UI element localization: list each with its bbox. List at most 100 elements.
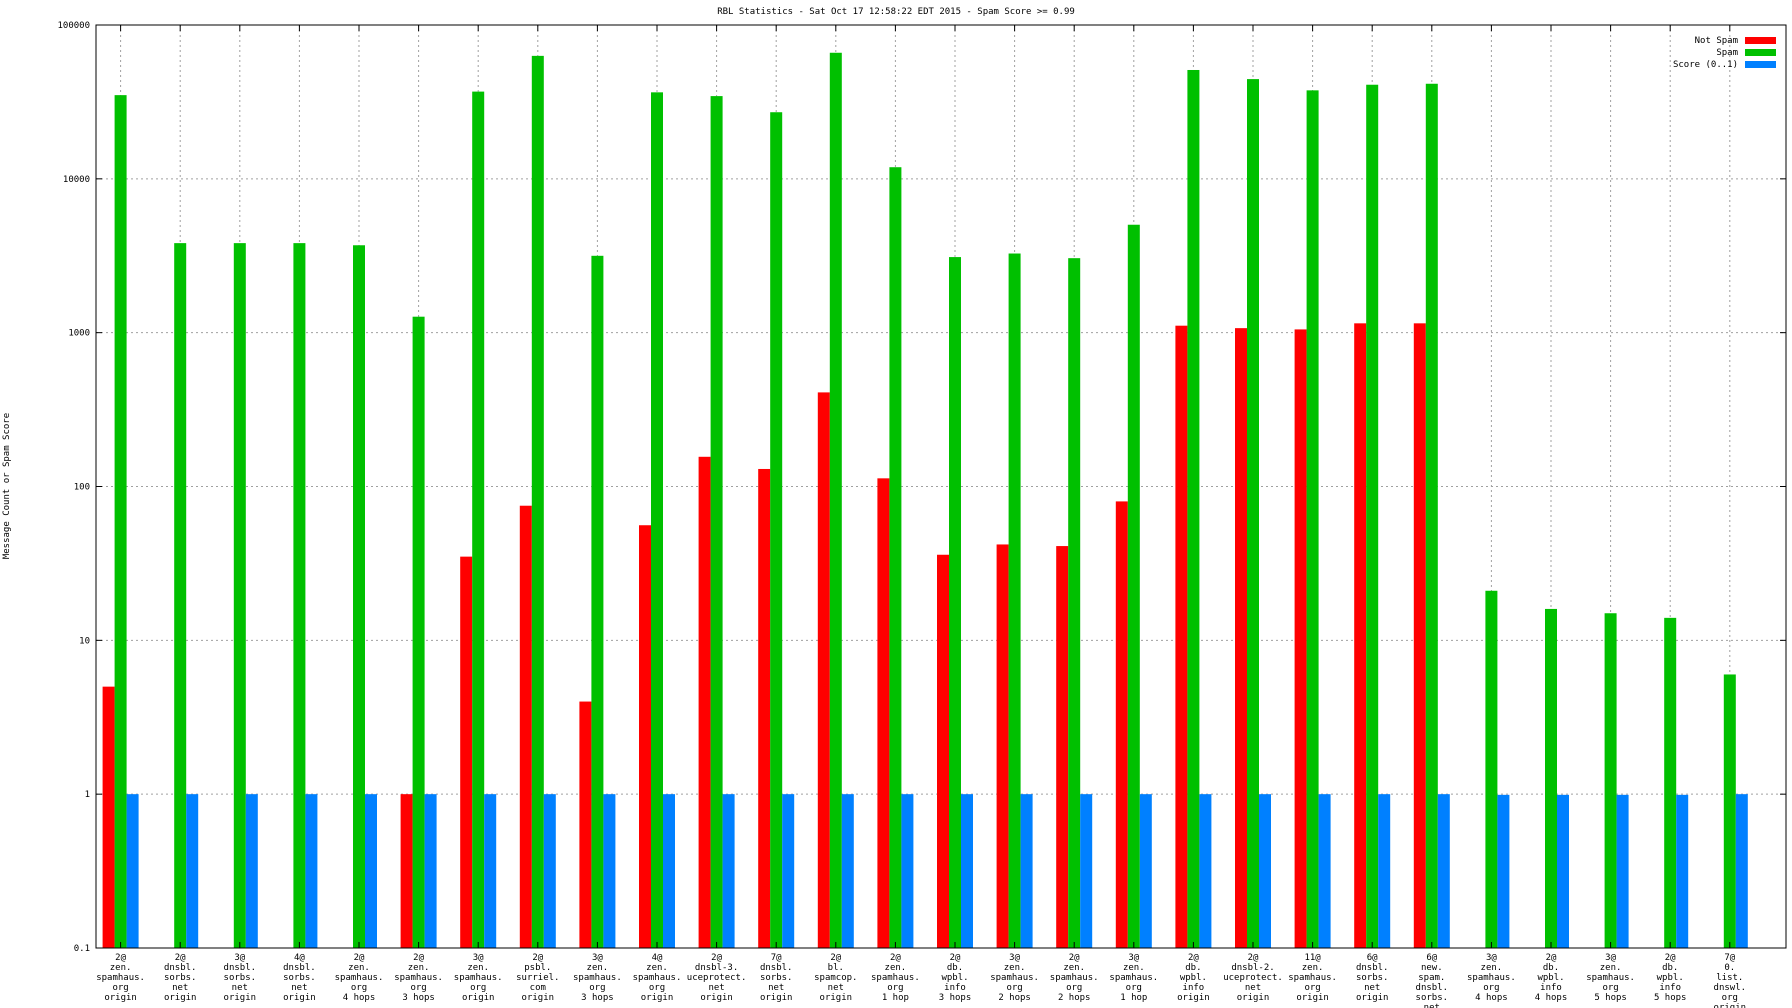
x-tick-label-line: origin <box>641 993 674 1003</box>
x-tick-label-line: db. <box>1185 963 1201 973</box>
x-tick-label-line: origin <box>1356 993 1389 1003</box>
bar-score <box>1378 794 1391 948</box>
bar-spam <box>829 52 842 949</box>
bar-spam <box>531 55 544 949</box>
bar-spam <box>1604 613 1617 948</box>
x-tick-label: 7@ dnsbl. sorbs. net origin <box>760 953 793 1003</box>
bar-score <box>1199 794 1212 948</box>
bar-spam <box>1187 69 1200 948</box>
x-tick-label-line: org <box>649 983 665 993</box>
x-tick-label-line: 3 hops <box>939 993 972 1003</box>
bar-not-spam <box>639 525 651 948</box>
x-tick-label-line: db. <box>947 963 963 973</box>
x-tick-label-line: sorbs. <box>760 973 793 983</box>
x-tick-label-line: origin <box>1237 993 1270 1003</box>
x-tick-label-line: new. <box>1421 963 1443 973</box>
x-tick-label-line: zen. <box>1123 963 1145 973</box>
bar-spam <box>1366 84 1379 948</box>
bar-not-spam <box>1413 323 1426 948</box>
legend-swatch <box>1745 49 1776 56</box>
bars <box>102 52 1748 949</box>
x-tick-label-line: uceprotect. <box>1223 973 1283 983</box>
x-tick-label-line: org <box>1722 993 1738 1003</box>
bar-not-spam <box>1115 501 1128 948</box>
y-tick-label: 10 <box>79 636 90 646</box>
bar-score <box>782 794 795 948</box>
bar-spam <box>412 316 425 948</box>
bar-not-spam <box>817 392 830 948</box>
x-tick-label-line: origin <box>283 993 316 1003</box>
x-tick-label-line: surriel. <box>516 973 559 983</box>
bar-not-spam <box>877 478 890 948</box>
x-tick-label-line: dnsbl-2. <box>1231 963 1274 973</box>
x-tick-label-line: psbl. <box>524 963 551 973</box>
x-tick-label-line: 2@ <box>890 953 901 963</box>
bar-score <box>126 794 139 948</box>
x-tick-label-line: wpbl. <box>941 973 968 983</box>
x-tick-label-line: org <box>887 983 903 993</box>
x-tick-label-line: sorbs. <box>1356 973 1389 983</box>
x-tick-label-line: origin <box>522 993 555 1003</box>
x-tick-label-line: origin <box>1177 993 1210 1003</box>
bar-score <box>1735 794 1748 948</box>
x-tick-label: 2@ dnsbl-2. uceprotect. net origin <box>1223 953 1283 1003</box>
x-tick-label-line: spamhaus. <box>1467 973 1516 983</box>
x-tick-label-line: dnsbl. <box>760 963 793 973</box>
x-tick-label-line: 3@ <box>1605 953 1616 963</box>
bar-spam <box>1723 674 1736 948</box>
bar-not-spam <box>102 686 115 948</box>
x-tick-label: 2@ zen. spamhaus. org 4 hops <box>335 953 384 1003</box>
x-tick-label-line: 2@ <box>175 953 186 963</box>
x-tick-label-line: origin <box>164 993 197 1003</box>
x-tick-label-line: dnsbl. <box>1416 983 1449 993</box>
bar-spam <box>710 96 723 949</box>
y-tick-label: 1 <box>85 790 90 800</box>
bar-not-spam <box>460 556 473 948</box>
x-tick-label-line: zen. <box>1063 963 1085 973</box>
x-tick-label-line: 3@ <box>234 953 245 963</box>
x-tick-label-line: 2@ <box>1069 953 1080 963</box>
bar-spam <box>591 255 604 948</box>
bar-spam <box>1485 590 1498 948</box>
x-tick-label: 3@ zen. spamhaus. org 5 hops <box>1586 953 1635 1003</box>
bar-spam <box>1127 224 1140 948</box>
x-tick-label: 4@ zen. spamhaus. org origin <box>633 953 682 1003</box>
bar-score <box>1616 794 1629 948</box>
bar-spam <box>472 91 485 948</box>
x-tick-label-line: org <box>589 983 605 993</box>
x-tick-label-line: 4 hops <box>343 993 376 1003</box>
x-tick-label-line: net <box>768 983 784 993</box>
x-tick-label-line: 1 hop <box>882 993 909 1003</box>
y-axis-label: Message Count or Spam Score <box>2 413 12 559</box>
x-tick-label-line: 2@ <box>950 953 961 963</box>
x-tick-label-line: wpbl. <box>1537 973 1564 983</box>
x-tick-label-line: spamhaus. <box>1288 973 1337 983</box>
x-tick-label: 11@ zen. spamhaus. org origin <box>1288 953 1337 1003</box>
y-tick-label: 100000 <box>57 21 90 31</box>
bar-not-spam <box>1235 328 1247 948</box>
bar-score <box>1139 794 1152 948</box>
x-tick-label: 2@ zen. spamhaus. org origin <box>96 953 145 1003</box>
x-tick-label-line: info <box>1540 983 1562 993</box>
x-tick-label-line: 2@ <box>532 953 543 963</box>
x-tick-label-line: sorbs. <box>164 973 197 983</box>
x-tick-label-line: info <box>1659 983 1681 993</box>
legend-label: Spam <box>1716 48 1738 58</box>
x-tick-label: 2@ db. wpbl. info 3 hops <box>939 953 972 1003</box>
bar-spam <box>949 257 961 948</box>
x-tick-label-line: org <box>1483 983 1499 993</box>
legend-label: Score (0..1) <box>1673 60 1738 70</box>
x-tick-label-line: 2 hops <box>1058 993 1091 1003</box>
x-tick-label-line: 2 hops <box>998 993 1031 1003</box>
bar-score <box>901 794 914 948</box>
y-tick-label: 1000 <box>68 329 90 339</box>
y-tick-label: 100 <box>74 483 90 493</box>
x-tick-label-line: spamhaus. <box>573 973 622 983</box>
x-tick-label-line: org <box>1602 983 1618 993</box>
bar-not-spam <box>1294 329 1307 948</box>
bar-not-spam <box>996 544 1009 948</box>
x-tick-label-line: net <box>1364 983 1380 993</box>
x-tick-label-line: 4 hops <box>1475 993 1508 1003</box>
x-tick-label: 3@ zen. spamhaus. org 3 hops <box>573 953 622 1003</box>
x-tick-label: 3@ zen. spamhaus. org origin <box>454 953 503 1003</box>
